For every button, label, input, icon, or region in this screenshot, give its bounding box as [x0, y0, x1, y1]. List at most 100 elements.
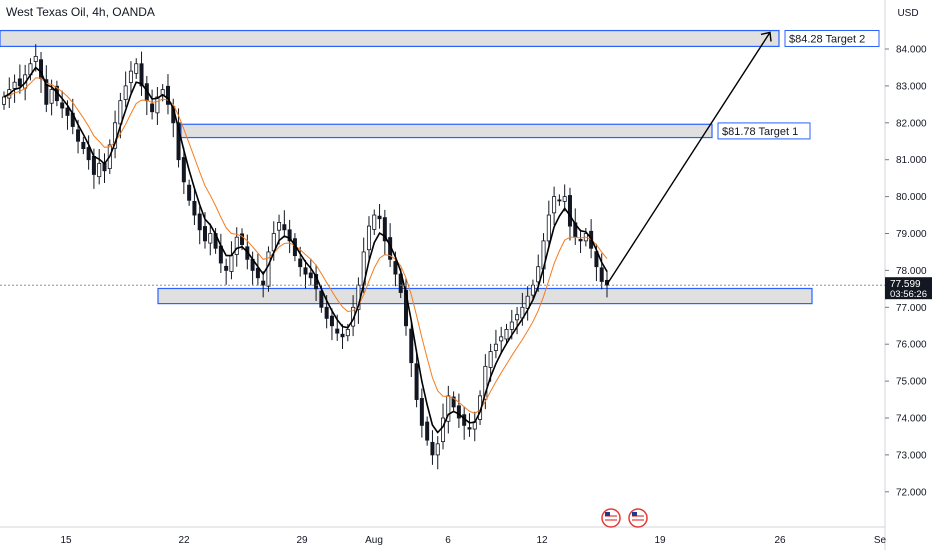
- candle: [17, 78, 22, 87]
- candle: [33, 55, 38, 62]
- candle: [44, 79, 49, 105]
- candle: [419, 398, 424, 426]
- candle: [181, 157, 186, 183]
- candle: [335, 328, 340, 334]
- ema-fast-line: [3, 66, 608, 434]
- zone-box[interactable]: [157, 287, 813, 305]
- candle: [234, 236, 239, 255]
- candle: [12, 81, 17, 89]
- candle: [372, 214, 377, 230]
- candle: [488, 351, 493, 368]
- zone-box[interactable]: [0, 29, 780, 48]
- candle: [303, 267, 308, 275]
- candle: [224, 265, 229, 271]
- candle: [366, 225, 371, 251]
- candle: [176, 122, 181, 161]
- x-tick-label: Se: [874, 535, 887, 546]
- candle: [2, 96, 7, 105]
- candle: [499, 336, 504, 342]
- candle: [557, 199, 562, 202]
- candle: [324, 306, 329, 319]
- us-event-icon[interactable]: [628, 508, 648, 528]
- candle: [134, 63, 139, 74]
- candle: [536, 266, 541, 283]
- us-event-icon[interactable]: [601, 508, 621, 528]
- candle: [128, 70, 133, 83]
- candle: [308, 272, 313, 279]
- candle: [76, 129, 81, 142]
- y-tick-label: 74.000: [896, 414, 927, 425]
- candle: [530, 284, 535, 296]
- candle: [202, 226, 207, 242]
- candle: [197, 213, 202, 231]
- candle: [160, 89, 165, 97]
- y-tick-label: 83.000: [896, 81, 927, 92]
- last-price-tag: [885, 277, 932, 300]
- candle: [329, 315, 334, 327]
- candle: [208, 233, 213, 244]
- candle: [49, 89, 54, 104]
- candle: [435, 443, 440, 456]
- y-tick-label: 79.000: [896, 229, 927, 240]
- candle: [255, 267, 260, 279]
- candle: [165, 85, 170, 105]
- candle: [409, 328, 414, 364]
- candle: [65, 107, 70, 116]
- candle: [155, 96, 160, 114]
- candle: [123, 85, 128, 100]
- projection-arrowhead: [760, 31, 772, 42]
- y-tick-label: 84.000: [896, 45, 927, 56]
- candle: [599, 267, 604, 282]
- zone-box[interactable]: [180, 123, 713, 139]
- zone-label: $81.78 Target 1: [722, 126, 798, 138]
- candle: [509, 321, 514, 330]
- y-tick-label: 76.000: [896, 340, 927, 351]
- currency-label: USD: [897, 8, 918, 19]
- candle: [414, 363, 419, 400]
- candle: [91, 155, 96, 175]
- x-tick-label: 19: [654, 535, 666, 546]
- candle: [578, 239, 583, 242]
- x-tick-label: Aug: [365, 535, 383, 546]
- candle: [192, 200, 197, 216]
- x-tick-label: 29: [296, 535, 308, 546]
- x-tick-label: 26: [774, 535, 786, 546]
- y-tick-label: 75.000: [896, 377, 927, 388]
- candle: [97, 162, 102, 178]
- zone-label-box: [717, 122, 811, 140]
- candle: [277, 222, 282, 231]
- y-tick-label: 82.000: [896, 118, 927, 129]
- y-tick-label: 77.000: [896, 303, 927, 314]
- candle: [504, 329, 509, 340]
- x-tick-label: 15: [60, 535, 72, 546]
- candle: [340, 333, 345, 338]
- last-price-label: 77.599: [890, 279, 921, 290]
- y-tick-label: 81.000: [896, 155, 927, 166]
- candle: [86, 147, 91, 161]
- projection-arrow[interactable]: [606, 32, 771, 285]
- us-event-icon-canton: [632, 512, 637, 516]
- candle: [345, 329, 350, 337]
- x-tick-label: 6: [445, 535, 451, 546]
- y-tick-label: 78.000: [896, 266, 927, 277]
- candle: [567, 195, 572, 227]
- candle: [261, 280, 266, 286]
- x-tick-label: 22: [178, 535, 190, 546]
- candle: [483, 365, 488, 400]
- candle: [456, 405, 461, 419]
- candle: [546, 214, 551, 242]
- zone-label-box: [784, 29, 880, 47]
- candle: [150, 103, 155, 113]
- candle: [139, 63, 144, 87]
- candle: [515, 314, 520, 321]
- candle: [187, 184, 192, 201]
- candle: [493, 343, 498, 351]
- candle: [81, 141, 86, 150]
- candle: [377, 215, 382, 220]
- candle: [60, 102, 65, 109]
- x-tick-label: 12: [536, 535, 548, 546]
- ema-slow-line: [3, 77, 608, 414]
- candle: [240, 233, 245, 245]
- candle: [552, 196, 557, 214]
